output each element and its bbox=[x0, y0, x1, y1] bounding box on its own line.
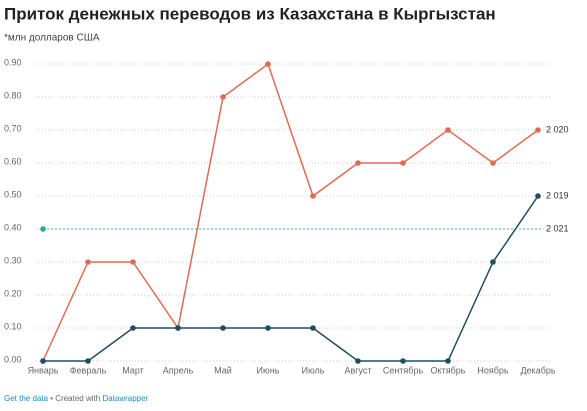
point bbox=[220, 94, 226, 100]
point bbox=[220, 325, 226, 331]
point bbox=[445, 127, 451, 133]
chart-title: Приток денежных переводов из Казахстана … bbox=[4, 4, 496, 23]
x-tick-label: Апрель bbox=[163, 365, 194, 375]
point bbox=[175, 325, 181, 331]
x-tick-label: Октябрь bbox=[431, 365, 466, 375]
point bbox=[445, 358, 451, 364]
series-label: 2 020 bbox=[546, 124, 569, 134]
y-tick-label: 0.20 bbox=[4, 288, 22, 298]
y-tick-label: 0.40 bbox=[4, 222, 22, 232]
x-tick-label: Декабрь bbox=[520, 365, 555, 375]
point bbox=[310, 193, 316, 199]
x-tick-label: Июнь bbox=[257, 365, 280, 375]
y-tick-label: 0.10 bbox=[4, 321, 22, 331]
y-tick-label: 0.70 bbox=[4, 123, 22, 133]
point bbox=[265, 61, 271, 67]
line bbox=[43, 195, 539, 362]
x-tick-label: Март bbox=[122, 365, 144, 375]
y-tick-label: 0.00 bbox=[4, 354, 22, 364]
point bbox=[490, 160, 496, 166]
series-label: 2 021 bbox=[546, 223, 569, 233]
point bbox=[400, 358, 406, 364]
point bbox=[265, 325, 271, 331]
point bbox=[490, 259, 496, 265]
y-tick-label: 0.60 bbox=[4, 156, 22, 166]
point bbox=[535, 193, 541, 199]
x-tick-label: Ноябрь bbox=[477, 365, 509, 375]
point bbox=[355, 160, 361, 166]
y-tick-label: 0.90 bbox=[4, 57, 22, 67]
point bbox=[355, 358, 361, 364]
y-tick-label: 0.30 bbox=[4, 255, 22, 265]
footer-link[interactable]: Get the data bbox=[4, 394, 49, 403]
point bbox=[535, 127, 541, 133]
point bbox=[85, 358, 91, 364]
series-label: 2 019 bbox=[546, 190, 569, 200]
line bbox=[42, 62, 539, 362]
footer-tool[interactable]: Datawrapper bbox=[102, 394, 148, 403]
footer-credit: • Created with bbox=[50, 394, 100, 403]
point bbox=[130, 325, 136, 331]
footer: Get the data • Created with Datawrapper bbox=[4, 394, 149, 403]
point bbox=[40, 358, 46, 364]
point bbox=[85, 259, 91, 265]
chart-subtitle: *млн долларов США bbox=[4, 33, 100, 44]
x-tick-label: Август bbox=[344, 365, 371, 375]
point bbox=[130, 259, 136, 265]
point bbox=[400, 160, 406, 166]
x-tick-label: Июль bbox=[302, 365, 325, 375]
point bbox=[40, 226, 46, 232]
y-tick-label: 0.80 bbox=[4, 90, 22, 100]
x-tick-label: Май bbox=[214, 365, 232, 375]
x-tick-label: Январь bbox=[28, 365, 59, 375]
y-tick-label: 0.50 bbox=[4, 189, 22, 199]
x-tick-label: Сентябрь bbox=[383, 365, 424, 375]
x-tick-label: Февраль bbox=[70, 365, 107, 375]
point bbox=[310, 325, 316, 331]
